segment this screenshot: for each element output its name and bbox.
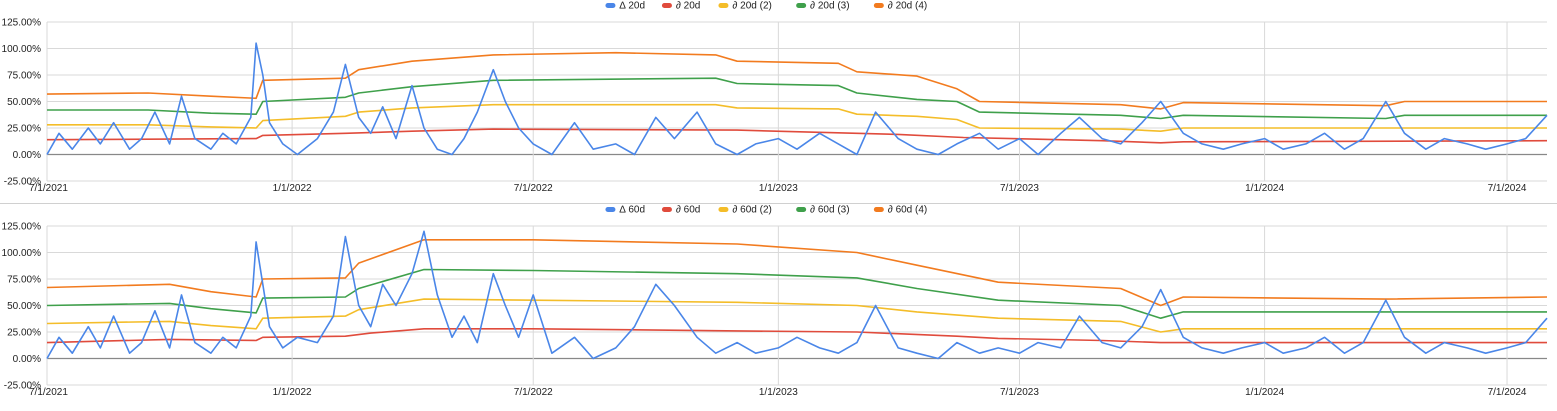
- legend-swatch: [718, 3, 729, 8]
- y-tick-label: -25.00%: [4, 381, 41, 392]
- series-line-red: [46, 128, 1548, 144]
- x-tick-label: 1/1/2024: [1245, 183, 1284, 194]
- legend-label: ∂ 60d: [676, 205, 700, 216]
- x-tick-label: 1/1/2023: [759, 387, 798, 398]
- legend-label: ∂ 20d: [676, 1, 700, 12]
- legend-label: ∂ 60d (2): [732, 205, 771, 216]
- x-tick-label: 1/1/2023: [759, 183, 798, 194]
- x-tick-label: 7/1/2022: [514, 387, 553, 398]
- chart-20d-svg: 125.00% 100.00% 75.00% 50.00% 25.00% 0.00% -25…: [2, 1, 1548, 194]
- y-tick-label: 100.00%: [2, 248, 42, 259]
- legend-label: ∆ 60d: [619, 205, 645, 216]
- y-tick-label: 0.00%: [13, 354, 41, 365]
- legend: ∆ 60d ∂ 60d ∂ 60d (2) ∂ 60d (3) ∂ 60d (4): [605, 205, 927, 216]
- y-tick-label: -25.00%: [4, 177, 41, 188]
- legend-swatch: [796, 207, 807, 212]
- x-tick-label: 7/1/2024: [1488, 387, 1527, 398]
- legend-label: ∂ 20d (4): [888, 1, 927, 12]
- series-line-green: [47, 77, 1547, 120]
- y-tick-label: 50.00%: [7, 97, 41, 108]
- legend-swatch: [605, 207, 616, 212]
- y-tick-label: 50.00%: [7, 301, 41, 312]
- gridlines: [46, 225, 1547, 386]
- series-line-green: [46, 268, 1547, 319]
- legend-swatch: [661, 207, 672, 212]
- legend-swatch: [718, 207, 729, 212]
- y-tick-label: 75.00%: [7, 275, 41, 286]
- x-tick-label: 7/1/2023: [1000, 387, 1039, 398]
- series-line-red: [46, 328, 1547, 344]
- chart-panel-20d: 125.00% 100.00% 75.00% 50.00% 25.00% 0.00% -25…: [0, 0, 1557, 203]
- x-tick-label: 7/1/2021: [29, 387, 68, 398]
- legend-swatch: [605, 3, 616, 8]
- legend-label: ∂ 20d (2): [732, 1, 771, 12]
- y-tick-label: 0.00%: [13, 150, 41, 161]
- series-line-yellow: [46, 298, 1547, 333]
- legend-label: ∂ 60d (3): [810, 205, 849, 216]
- series-line-delta: [46, 230, 1548, 360]
- x-tick-label: 7/1/2022: [514, 183, 553, 194]
- chart-60d-svg: 125.00% 100.00% 75.00% 50.00% 25.00% 0.00% -25…: [2, 205, 1548, 398]
- x-tick-label: 7/1/2024: [1488, 183, 1527, 194]
- y-tick-label: 25.00%: [7, 328, 41, 339]
- series-line-delta: [46, 42, 1548, 156]
- y-tick-label: 25.00%: [7, 124, 41, 135]
- legend: ∆ 20d ∂ 20d ∂ 20d (2) ∂ 20d (3) ∂ 20d (4): [605, 1, 927, 12]
- x-tick-label: 1/1/2024: [1245, 387, 1284, 398]
- series-line-orange: [46, 239, 1548, 307]
- x-tick-label: 1/1/2022: [273, 387, 312, 398]
- legend-label: ∂ 60d (4): [888, 205, 927, 216]
- series-line-orange: [46, 51, 1547, 110]
- chart-panel-60d: 125.00% 100.00% 75.00% 50.00% 25.00% 0.00% -25…: [0, 204, 1557, 411]
- y-tick-label: 100.00%: [2, 44, 42, 55]
- legend-swatch: [873, 207, 884, 212]
- y-tick-label: 125.00%: [2, 18, 42, 29]
- series-line-yellow: [47, 103, 1547, 132]
- legend-swatch: [661, 3, 672, 8]
- legend-label: ∂ 20d (3): [810, 1, 849, 12]
- y-tick-label: 75.00%: [7, 71, 41, 82]
- legend-swatch: [796, 3, 807, 8]
- legend-label: ∆ 20d: [619, 1, 645, 12]
- y-tick-label: 125.00%: [2, 222, 42, 233]
- x-tick-label: 7/1/2023: [1000, 183, 1039, 194]
- x-tick-label: 1/1/2022: [273, 183, 312, 194]
- panel-divider: [0, 203, 1557, 204]
- x-tick-label: 7/1/2021: [29, 183, 68, 194]
- legend-swatch: [873, 3, 884, 8]
